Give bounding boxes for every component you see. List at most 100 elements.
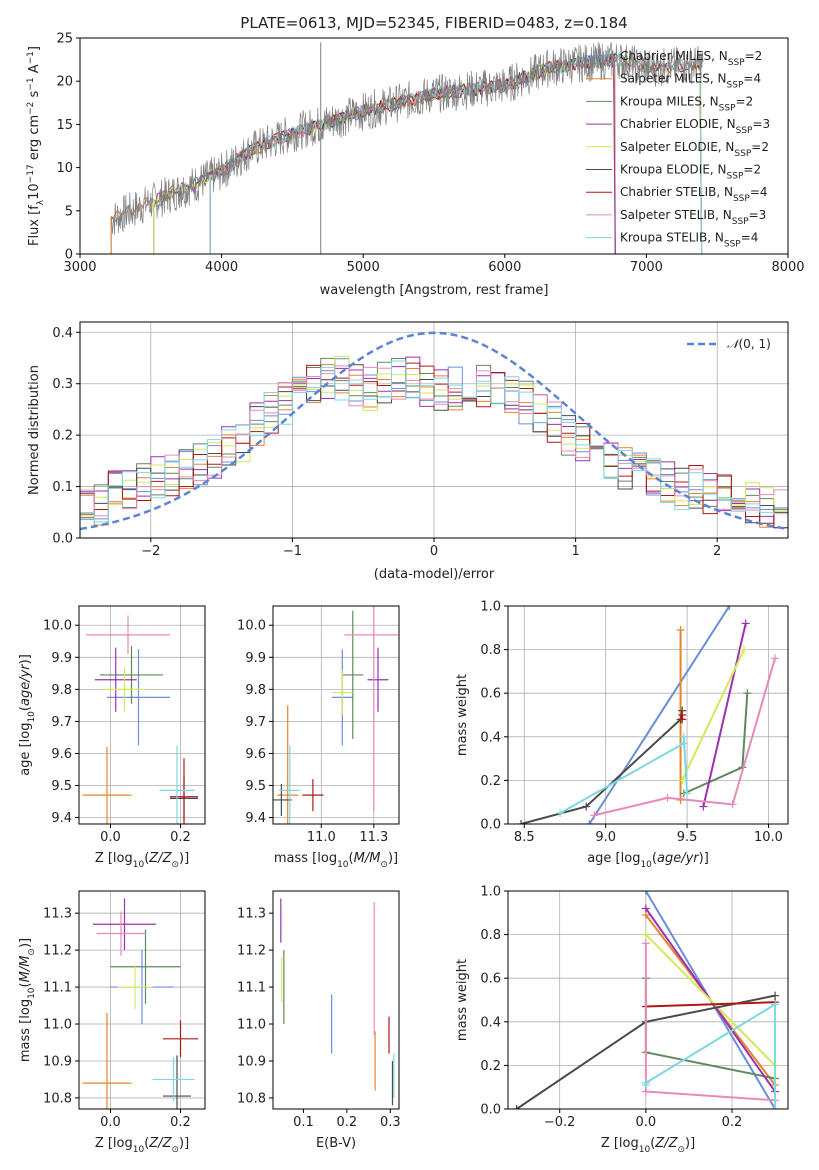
y-tick-label: 1.0 bbox=[480, 885, 501, 900]
x-tick-label: −1 bbox=[283, 544, 302, 559]
y-tick-label: 11.0 bbox=[43, 1018, 72, 1033]
normal-curve bbox=[80, 331, 788, 531]
x-tick-label: −0.2 bbox=[544, 1115, 576, 1130]
axes-weight-vs-Z: −0.2 0.0 0.2 0.0 0.2 0.4 0.6 0.8 1.0 Z [log10(Z/Z… bbox=[455, 885, 789, 1155]
histogram-pink bbox=[80, 365, 788, 517]
axes-weight-vs-age: 8.5 9.0 9.5 10.0 0.0 0.2 0.4 0.6 0.8 1.0 age [log1… bbox=[455, 600, 789, 870]
y-tick-label: 9.7 bbox=[245, 715, 266, 730]
y-tick-label: 9.5 bbox=[245, 779, 266, 794]
y-axis-label: Normed distribution bbox=[27, 365, 42, 495]
y-tick-label: 0.4 bbox=[480, 1015, 501, 1030]
y-axis-label: mass weight bbox=[455, 959, 470, 1041]
legend: Chabrier MILES, NSSP=2 Salpeter MILES, NS… bbox=[586, 49, 770, 250]
legend-entry-yellow: Salpeter ELODIE, NSSP=2 bbox=[620, 140, 769, 159]
x-tick-label: 0.2 bbox=[337, 1115, 358, 1130]
y-tick-label: 10.8 bbox=[43, 1091, 72, 1106]
y-axis-label: Flux [fλ10−17 erg cm−2 s−1 A−1] bbox=[26, 46, 46, 246]
legend-entry-green: Kroupa MILES, NSSP=2 bbox=[620, 94, 753, 113]
x-tick-label: 0.1 bbox=[293, 1115, 314, 1130]
y-tick-label: 0.2 bbox=[52, 429, 73, 444]
y-tick-label: 0.4 bbox=[480, 730, 501, 745]
plot-area bbox=[273, 606, 399, 824]
weight-line-yellow bbox=[681, 649, 745, 781]
y-tick-label: 0.8 bbox=[480, 928, 501, 943]
axes-frame bbox=[79, 37, 789, 255]
observed-spectrum bbox=[110, 42, 704, 235]
x-axis-label: Z [log10(Z/Z⊙)] bbox=[601, 1136, 695, 1155]
x-tick-label: 0.0 bbox=[636, 1115, 657, 1130]
plot-area bbox=[82, 898, 198, 1109]
y-tick-label: 11.2 bbox=[43, 944, 72, 959]
plot-area bbox=[80, 331, 788, 531]
legend-entry-purple: Chabrier ELODIE, NSSP=3 bbox=[620, 117, 770, 136]
y-tick-label: 9.8 bbox=[51, 683, 72, 698]
y-tick-label: 0.4 bbox=[52, 326, 73, 341]
axes-age-vs-Z: 0.0 0.2 9.4 9.5 9.6 9.7 9.8 9.9 10.0 Z [log10(Z/Z… bbox=[18, 605, 206, 870]
y-tick-label: 15 bbox=[56, 118, 73, 133]
y-tick-label: 0.1 bbox=[52, 480, 73, 495]
y-tick-label: 11.1 bbox=[237, 981, 266, 996]
x-tick-label: 11.3 bbox=[359, 830, 388, 845]
x-axis-label: Z [log10(Z/Z⊙)] bbox=[95, 1136, 189, 1155]
axes-frame bbox=[507, 890, 789, 1110]
x-axis-label: mass [log10(M/M⊙)] bbox=[274, 851, 398, 870]
axes-frame bbox=[272, 605, 400, 825]
y-tick-label: 0.6 bbox=[480, 972, 501, 987]
legend: 𝒩(0, 1) bbox=[687, 337, 771, 351]
x-tick-label: 0 bbox=[430, 544, 438, 559]
weight-line-dark bbox=[520, 710, 684, 824]
x-tick-label: 3000 bbox=[63, 260, 96, 275]
legend-entry-dark: Kroupa ELODIE, NSSP=2 bbox=[620, 163, 761, 182]
x-axis-label: E(B-V) bbox=[316, 1136, 356, 1151]
model-green bbox=[153, 56, 616, 254]
weight-line-pink bbox=[594, 658, 776, 817]
axes-mass-vs-ebv: 0.1 0.2 0.3 10.8 10.9 11.0 11.1 11.2 11.3 E(B-V) bbox=[237, 890, 401, 1151]
y-tick-label: 0 bbox=[65, 248, 73, 263]
axes-frame bbox=[78, 890, 206, 1110]
axes-mass-vs-Z: 0.0 0.2 10.8 10.9 11.0 11.1 11.2 11.3 Z [log10(Z… bbox=[18, 890, 206, 1155]
x-tick-label: 5000 bbox=[347, 260, 380, 275]
y-tick-label: 11.3 bbox=[237, 907, 266, 922]
histogram-dark bbox=[80, 364, 788, 529]
y-tick-label: 9.8 bbox=[245, 683, 266, 698]
y-tick-label: 10.9 bbox=[43, 1054, 72, 1069]
x-tick-label: 2 bbox=[713, 544, 721, 559]
y-tick-label: 1.0 bbox=[480, 600, 501, 615]
y-tick-label: 9.9 bbox=[245, 651, 266, 666]
y-tick-label: 9.5 bbox=[51, 779, 72, 794]
y-tick-label: 10.0 bbox=[237, 619, 266, 634]
legend-entry-normal: 𝒩(0, 1) bbox=[727, 337, 771, 351]
x-tick-label: 0.2 bbox=[722, 1115, 743, 1130]
x-axis-label: age [log10(age/yr)] bbox=[587, 851, 709, 870]
histogram-red bbox=[80, 362, 788, 524]
y-tick-label: 0.0 bbox=[480, 818, 501, 833]
y-tick-label: 9.4 bbox=[51, 811, 72, 826]
x-tick-label: 0.3 bbox=[380, 1115, 401, 1130]
axes-residuals: −2 −1 0 1 2 0.0 0.1 0.2 0.3 0.4 (data-model)/error… bbox=[27, 321, 789, 582]
y-tick-label: 20 bbox=[56, 75, 73, 90]
x-tick-label: −2 bbox=[141, 544, 160, 559]
y-tick-label: 0.2 bbox=[480, 1059, 501, 1074]
x-tick-label: 7000 bbox=[630, 260, 663, 275]
axes-frame bbox=[78, 605, 206, 825]
x-tick-label: 1 bbox=[571, 544, 579, 559]
legend-entry-orange: Salpeter MILES, NSSP=4 bbox=[620, 72, 761, 91]
x-axis-label: wavelength [Angstrom, rest frame] bbox=[320, 283, 549, 298]
y-tick-label: 10.0 bbox=[43, 619, 72, 634]
y-tick-label: 9.4 bbox=[245, 811, 266, 826]
axes-spectrum: 3000 4000 5000 6000 7000 8000 0 5 10 15 20 25 PLATE=… bbox=[26, 14, 805, 298]
y-tick-label: 10.9 bbox=[237, 1054, 266, 1069]
y-tick-label: 11.2 bbox=[237, 944, 266, 959]
y-tick-label: 0.2 bbox=[480, 774, 501, 789]
x-tick-label: 9.5 bbox=[677, 830, 698, 845]
y-tick-label: 11.1 bbox=[43, 981, 72, 996]
model-orange bbox=[110, 56, 616, 254]
y-tick-label: 5 bbox=[65, 204, 73, 219]
x-tick-label: 0.2 bbox=[170, 830, 191, 845]
plot-area bbox=[517, 606, 779, 824]
y-tick-label: 11.3 bbox=[43, 907, 72, 922]
y-tick-label: 9.9 bbox=[51, 651, 72, 666]
legend-entry-red: Chabrier STELIB, NSSP=4 bbox=[620, 185, 768, 204]
y-tick-label: 0.6 bbox=[480, 687, 501, 702]
